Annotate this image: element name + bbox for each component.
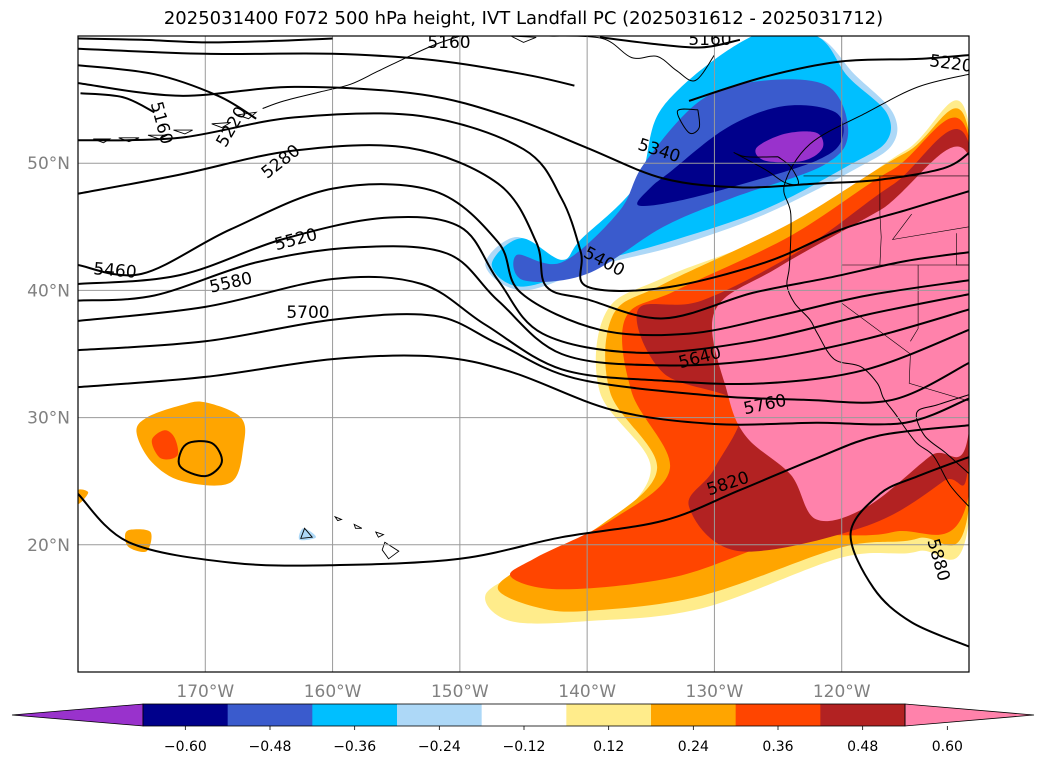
lon-tick-label: 160°W (304, 682, 362, 702)
height-contour-5820-16 (177, 440, 223, 478)
height-contour-5220-3 (78, 64, 257, 120)
border-4 (910, 265, 919, 342)
colorbar-segment (227, 704, 313, 726)
height-contour-5640-12 (78, 275, 969, 386)
colorbar-extend-low (11, 703, 144, 727)
height-contour-layer (78, 36, 969, 648)
contour-label: 5700 (286, 303, 329, 323)
colorbar: −0.60 −0.48 −0.36 −0.24 −0.12 0.12 0.24 0.36 0.4… (11, 703, 1035, 755)
height-contour-5400-8 (78, 144, 969, 320)
island-4 (300, 527, 314, 539)
lon-tick-label: 120°W (813, 682, 871, 702)
coastline-4 (676, 108, 701, 135)
height-contour-5880-17 (849, 456, 969, 648)
island-8 (173, 129, 193, 135)
colorbar-segment (312, 704, 398, 726)
height-contour-5460-9 (78, 183, 969, 337)
ivt-region-14 (78, 489, 89, 505)
colorbar-tick-label: −0.12 (503, 739, 546, 755)
lon-tick-label: 130°W (686, 682, 744, 702)
colorbar-tick-label: −0.36 (333, 739, 376, 755)
colorbar-segment (143, 704, 229, 726)
colorbar-segment (481, 704, 567, 726)
border-3 (879, 175, 882, 266)
height-contour-5700-13 (78, 313, 969, 404)
height-contour-5160-1 (78, 37, 333, 44)
height-contour-5520-10 (78, 215, 969, 354)
colorbar-segment (735, 704, 821, 726)
colorbar-tick-label: −0.48 (249, 739, 292, 755)
height-contour-5220-5 (688, 54, 969, 102)
chart-title: 2025031400 F072 500 hPa height, IVT Land… (163, 8, 884, 29)
ivt-region-11 (151, 430, 179, 460)
coastline-1 (915, 394, 969, 474)
island-0 (381, 541, 400, 560)
lon-tick-label: 170°W (176, 682, 234, 702)
colorbar-segment (397, 704, 483, 726)
colorbar-tick-label: 0.12 (593, 739, 624, 755)
border-5 (956, 233, 969, 266)
island-1 (374, 531, 385, 538)
border-6 (891, 213, 969, 240)
colorbar-segment (566, 704, 652, 726)
colorbar-extend-high (904, 703, 1035, 727)
ivt-region-10 (136, 401, 246, 486)
contour-label: 5160 (427, 33, 470, 53)
lat-tick-label: 30°N (27, 409, 70, 429)
colorbar-tick-label: −0.24 (418, 739, 461, 755)
height-contour-5580-11 (78, 245, 969, 367)
contour-label: 5160 (688, 30, 731, 50)
colorbar-tick-label: 0.48 (847, 739, 878, 755)
height-contour-5280-6 (78, 82, 969, 189)
height-contour-5820-15 (78, 424, 969, 567)
island-11 (510, 36, 537, 43)
height-contour-5160-2 (599, 36, 741, 49)
colorbar-segment (820, 704, 906, 726)
height-contour-5340-7 (78, 112, 969, 292)
island-7 (147, 134, 168, 140)
map-frame (77, 35, 970, 673)
lat-tick-label: 20°N (27, 536, 70, 556)
lon-tick-label: 150°W (431, 682, 489, 702)
height-contour-5220-4 (78, 47, 575, 87)
colorbar-tick-label: 0.60 (932, 739, 963, 755)
height-contour-5760-14 (78, 354, 969, 426)
colorbar-tick-label: 0.36 (762, 739, 793, 755)
colorbar-tick-label: −0.60 (164, 739, 207, 755)
colorbar-tick-label: 0.24 (678, 739, 709, 755)
ivt-region-12 (124, 529, 152, 553)
island-2 (353, 523, 363, 529)
ivt-region-9 (755, 131, 824, 163)
height-contour-5160-0 (80, 92, 155, 114)
island-9 (211, 122, 231, 129)
coastline-3 (262, 36, 461, 109)
lat-tick-label: 40°N (27, 281, 70, 301)
colorbar-segment (651, 704, 737, 726)
coastline-5 (733, 152, 800, 186)
axis-tick-label-layer: 170°W 160°W 150°W 140°W 130°W 120°W 20°N 30°N 40… (27, 154, 871, 702)
coastline-0 (783, 73, 969, 507)
lon-tick-label: 140°W (558, 682, 616, 702)
lat-tick-label: 50°N (27, 154, 70, 174)
contour-label: 5460 (93, 259, 138, 283)
island-3 (333, 515, 343, 522)
